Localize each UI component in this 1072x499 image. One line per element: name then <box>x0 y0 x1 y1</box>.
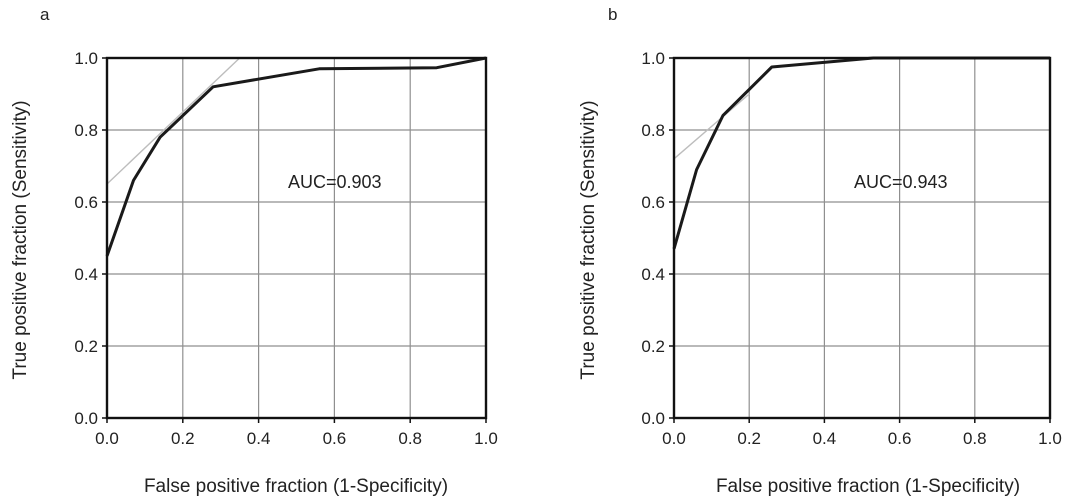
plot-frame <box>672 56 1052 420</box>
x-tick-label: 1.0 <box>1038 429 1062 448</box>
roc-panel-b: b 0.0 0.2 0.4 0.6 0.8 1.0 0.0 0.2 0.4 0.6 0.8 1.0 Fal… <box>578 5 1062 497</box>
x-tick-label: 0.0 <box>662 429 686 448</box>
x-tick-label: 0.6 <box>323 429 347 448</box>
auc-annotation: AUC=0.943 <box>854 172 948 192</box>
panel-label: a <box>40 5 50 24</box>
y-tick-label: 1.0 <box>641 49 665 68</box>
y-tick-label: 0.8 <box>641 121 665 140</box>
reference-line <box>106 57 241 185</box>
y-axis-label: True positive fraction (Sensitivity) <box>10 100 31 379</box>
x-tick-label: 0.6 <box>888 429 912 448</box>
y-tick-label: 0.4 <box>74 265 98 284</box>
x-tick-label: 0.2 <box>737 429 761 448</box>
x-axis-label: False positive fraction (1-Specificity) <box>144 476 448 497</box>
y-tick-label: 0.4 <box>641 265 665 284</box>
y-tick-label: 0.0 <box>641 409 665 428</box>
x-tick-label: 0.0 <box>95 429 119 448</box>
x-tick-label: 0.4 <box>813 429 837 448</box>
panel-label: b <box>608 5 617 24</box>
x-tick-label: 0.2 <box>171 429 195 448</box>
y-tick-label: 0.6 <box>74 193 98 212</box>
plot-frame <box>105 56 488 420</box>
auc-annotation: AUC=0.903 <box>288 172 382 192</box>
y-tick-label: 0.2 <box>74 337 98 356</box>
x-tick-label: 0.4 <box>247 429 271 448</box>
y-tick-label: 0.6 <box>641 193 665 212</box>
x-axis-label: False positive fraction (1-Specificity) <box>716 476 1020 497</box>
y-tick-label: 0.8 <box>74 121 98 140</box>
roc-panel-a: a 0.0 0.2 0.4 0.6 0.8 1.0 0.0 0.2 0.4 0.6 0.8 1.0 Fal… <box>10 5 498 497</box>
roc-curve <box>105 56 487 257</box>
y-axis-label: True positive fraction (Sensitivity) <box>578 100 599 379</box>
x-tick-label: 0.8 <box>963 429 987 448</box>
x-tick-label: 1.0 <box>474 429 498 448</box>
reference-line <box>673 93 750 160</box>
roc-curve <box>672 56 1050 250</box>
y-tick-label: 0.0 <box>74 409 98 428</box>
y-tick-label: 0.2 <box>641 337 665 356</box>
x-tick-label: 0.8 <box>398 429 422 448</box>
y-tick-label: 1.0 <box>74 49 98 68</box>
